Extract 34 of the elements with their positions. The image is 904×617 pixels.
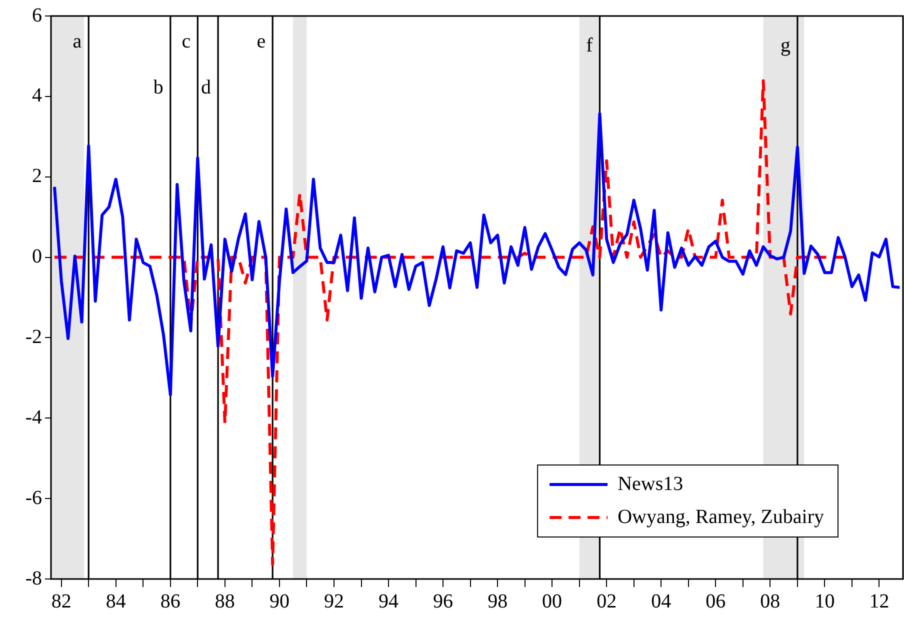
line-series <box>53 79 847 566</box>
annotation: c <box>182 30 191 52</box>
y-tick-label: 2 <box>32 165 42 188</box>
x-tick-label: 92 <box>324 590 344 612</box>
y-tick-label: -2 <box>25 326 42 348</box>
y-tick-label: -6 <box>25 486 42 509</box>
y-tick-label: -8 <box>25 567 42 590</box>
y-tick-label: 6 <box>32 4 42 26</box>
y-tick-label: -4 <box>25 406 42 428</box>
y-tick-label: 0 <box>32 246 42 268</box>
legend-label: News13 <box>618 472 684 495</box>
x-tick-label: 00 <box>542 590 562 612</box>
annotation: b <box>153 76 164 99</box>
annotation: d <box>201 76 212 99</box>
x-tick-label: 10 <box>814 590 835 612</box>
x-tick-label: 90 <box>269 590 290 612</box>
annotation: g <box>780 34 790 56</box>
x-tick-label: 88 <box>214 590 235 612</box>
annotation: a <box>72 30 82 52</box>
x-tick-label: 86 <box>160 590 180 612</box>
annotation: e <box>256 30 266 52</box>
annotation: f <box>586 34 594 56</box>
x-tick-label: 06 <box>706 590 726 612</box>
x-tick-label: 02 <box>596 590 617 612</box>
x-tick-label: 12 <box>869 590 890 612</box>
x-tick-label: 04 <box>651 590 672 612</box>
x-tick-label: 08 <box>760 590 780 612</box>
x-tick-label: 82 <box>51 590 72 612</box>
x-tick-label: 98 <box>488 590 508 612</box>
x-tick-label: 84 <box>106 590 126 612</box>
y-tick-label: 4 <box>32 84 42 107</box>
x-tick-label: 94 <box>378 590 399 612</box>
x-tick-label: 96 <box>433 590 453 612</box>
legend-label: Owyang, Ramey, Zubairy <box>618 506 824 528</box>
